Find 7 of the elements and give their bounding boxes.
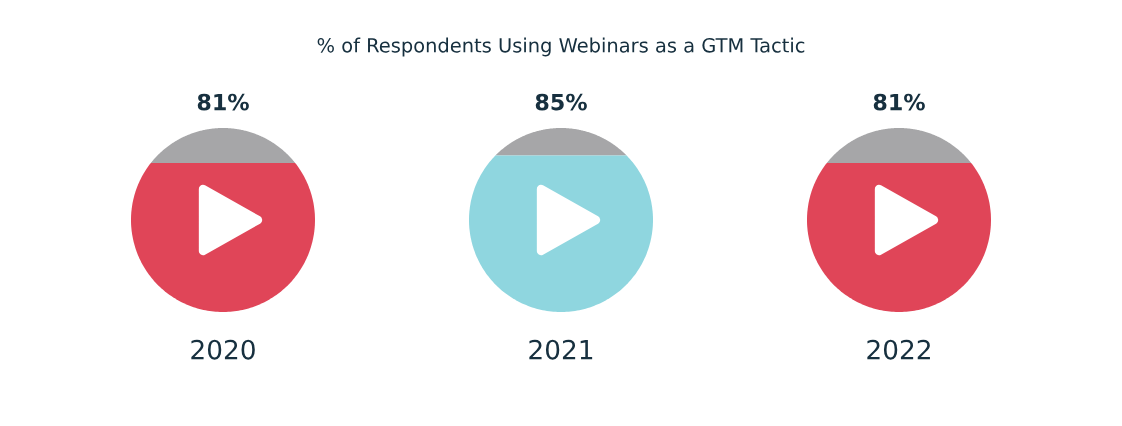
category-label: 2021 xyxy=(529,339,593,360)
category-label: 2022 xyxy=(867,339,930,360)
data-label: 81% xyxy=(197,93,249,111)
category-label: 2020 xyxy=(191,339,255,360)
data-label: 85% xyxy=(535,93,587,111)
text: % of Respondents Using Webinars as a GTM Tactic xyxy=(317,37,805,57)
data-label: 81% xyxy=(873,93,925,111)
